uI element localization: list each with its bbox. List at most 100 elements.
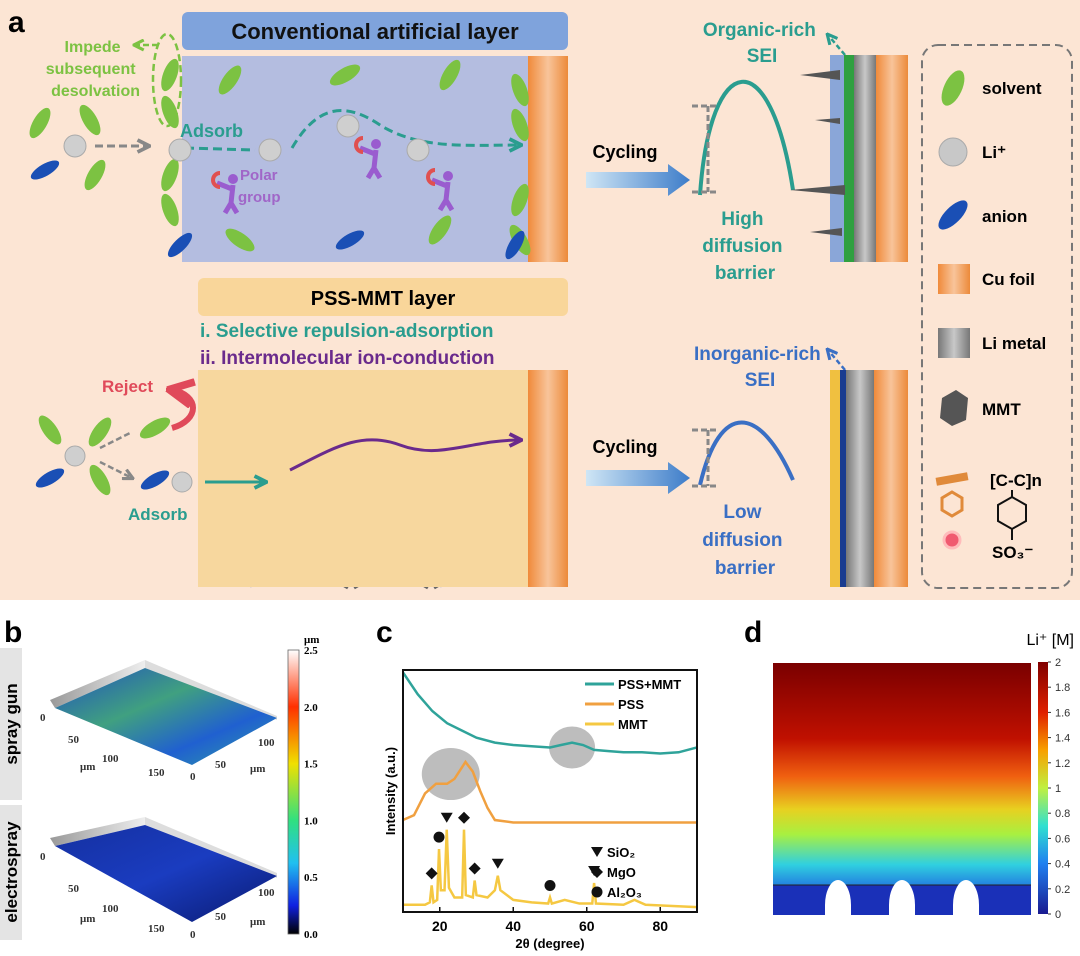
- li-ion: [63, 134, 87, 158]
- pss-chain-icon: [935, 472, 969, 486]
- legend-li: Li⁺: [982, 143, 1006, 162]
- solvent-molecule: [84, 159, 106, 191]
- polar-group-head: [228, 174, 238, 184]
- solvent-molecule: [511, 108, 529, 142]
- svg-text:100: 100: [102, 903, 119, 915]
- high-barrier-bracket: [692, 104, 718, 194]
- colorbar-tick-label: 2.5: [304, 645, 318, 657]
- solvent-molecule: [439, 59, 461, 91]
- row-label-electrospray-bg: [0, 805, 22, 940]
- legend-li-metal: Li metal: [982, 334, 1046, 353]
- impede-highlight: [151, 32, 183, 128]
- colorbar-tick-label: 0: [1055, 909, 1061, 921]
- y-axis-label: Intensity (a.u.): [383, 747, 398, 835]
- svg-text:0: 0: [40, 851, 46, 863]
- polar-group-head: [443, 171, 453, 181]
- svg-text:0: 0: [40, 712, 46, 724]
- solvent-molecule: [161, 158, 179, 192]
- solvent-molecule: [225, 228, 255, 252]
- svg-text:50: 50: [68, 734, 80, 746]
- organic-sei-label: Organic-rich SEI: [703, 20, 821, 67]
- sio2-marker: [440, 812, 453, 823]
- solvent-molecule: [511, 73, 529, 107]
- pss-mmt-header: [198, 278, 568, 316]
- solvent-molecule: [161, 193, 179, 227]
- solvent-molecule: [161, 58, 179, 92]
- concentration-colorbar-ticks: 2 1.8 1.6 1.4 1.2 1 0.8 0.6 0.4 0.2 0: [1048, 657, 1070, 921]
- polar-group-label: Polar group: [238, 167, 282, 206]
- legend-box: [921, 44, 1073, 589]
- mgo-marker: [458, 811, 471, 824]
- colorbar-tick-label: 0.4: [1055, 859, 1070, 871]
- solvent-molecule: [161, 95, 179, 129]
- anion: [335, 230, 365, 250]
- colorbar-tick-label: 2: [1055, 657, 1061, 669]
- colorbar-tick-label: 1: [1055, 783, 1061, 795]
- row-label-spray-gun: spray gun: [2, 683, 21, 764]
- anion: [35, 468, 65, 488]
- conventional-header: [182, 12, 568, 50]
- solvent-molecule: [38, 415, 62, 445]
- legend-label: PSS+MMT: [618, 677, 681, 692]
- ion-conduction-path: [289, 440, 520, 472]
- solvent-molecule: [511, 183, 529, 217]
- panel-label-d: d: [744, 616, 762, 649]
- low-barrier-bracket: [692, 428, 718, 488]
- polar-group-figure: [216, 180, 240, 215]
- x-tick-label: 40: [505, 918, 521, 934]
- cu-foil-top: [528, 56, 568, 262]
- row-label-spray-gun-bg: [0, 648, 22, 800]
- plot-frame: [402, 669, 698, 913]
- panel-label-a: a: [8, 6, 25, 39]
- anion: [167, 232, 193, 258]
- x-axis-label: 2θ (degree): [515, 936, 584, 951]
- concentration-colorbar: [1038, 662, 1048, 914]
- colorbar-tick-label: 1.2: [1055, 758, 1070, 770]
- al2o3-marker: [433, 831, 445, 843]
- polar-group-figure: [359, 145, 383, 180]
- legend-label: MMT: [618, 717, 648, 732]
- solvent-molecule: [88, 417, 112, 447]
- concentration-heatmap: [773, 663, 1031, 915]
- inorganic-sei-stack: [830, 370, 908, 587]
- heatmap-title: Li⁺ [M]: [1026, 632, 1074, 649]
- pss-formula: [C-C]n: [990, 471, 1042, 490]
- x-tick-label: 80: [652, 918, 668, 934]
- svg-text:100: 100: [102, 753, 119, 765]
- cycling-top-label: Cycling: [592, 142, 657, 162]
- cycling-arrow-top: [586, 164, 690, 196]
- svg-text:0: 0: [190, 771, 196, 783]
- surface-axes: 0 50 100 150 μm 0 50 100 μm 0 50 100 150…: [40, 712, 275, 941]
- conventional-title: Conventional artificial layer: [231, 19, 519, 44]
- li-ion: [168, 138, 192, 162]
- series-line-pss-mmt: [401, 671, 698, 755]
- polar-group-head: [371, 139, 381, 149]
- anion-icon: [938, 200, 968, 230]
- high-barrier-curve: [698, 79, 795, 196]
- reject-arrow: [172, 390, 196, 431]
- sio2-marker: [491, 858, 504, 869]
- colorbar-tick-label: 0.2: [1055, 884, 1070, 896]
- anion: [140, 470, 170, 490]
- top-particles: [29, 58, 531, 260]
- svg-text:100: 100: [258, 737, 275, 749]
- svg-text:μm: μm: [250, 916, 265, 928]
- phase-label: SiO₂: [607, 845, 635, 860]
- solvent-molecule: [428, 215, 452, 245]
- solvent-molecule: [218, 65, 242, 95]
- surface-electrospray: [50, 817, 277, 922]
- al2o3-marker: [544, 879, 556, 891]
- benzene-icon: [940, 490, 964, 518]
- svg-text:100: 100: [258, 887, 275, 899]
- phase-label: Al₂O₃: [607, 885, 642, 900]
- colorbar-tick-label: 2.0: [304, 702, 318, 714]
- mgo-marker: [425, 867, 438, 880]
- li-metal-icon: [938, 328, 970, 358]
- legend: solvent Li⁺ anion Cu foil Li metal MMT […: [935, 70, 1046, 562]
- pss-mmt-title: PSS-MMT layer: [311, 288, 456, 310]
- svg-text:μm: μm: [80, 761, 95, 773]
- svg-text:μm: μm: [250, 763, 265, 775]
- colorbar-tick-label: 1.8: [1055, 682, 1070, 694]
- cu-foil-bottom: [528, 370, 568, 587]
- sulfonate-icon: [942, 530, 962, 550]
